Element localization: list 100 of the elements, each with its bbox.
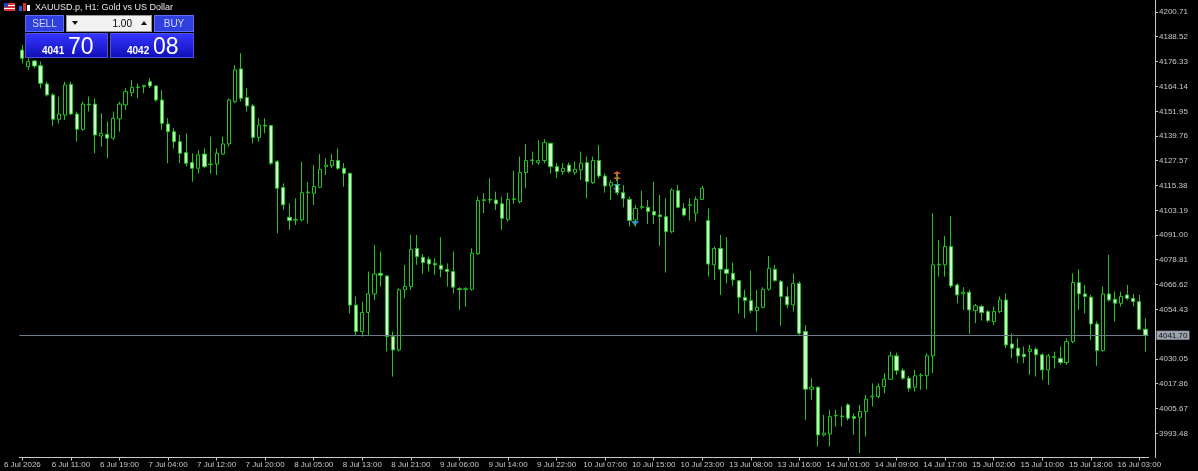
candlestick	[445, 262, 449, 288]
y-tick-label: 4127.57	[1159, 156, 1189, 166]
x-tick-label: 6 Jul 19:00	[99, 460, 140, 469]
y-tick-label: 4005.67	[1159, 403, 1189, 413]
candlestick	[1119, 291, 1123, 307]
candlestick	[700, 185, 704, 201]
candlestick	[737, 279, 741, 314]
candlestick	[694, 196, 698, 223]
candlestick	[227, 97, 231, 148]
x-tick-label: 15 Jul 18:00	[1069, 460, 1114, 469]
candlestick	[111, 111, 115, 141]
candlestick	[998, 296, 1002, 314]
x-tick-label: 13 Jul 08:00	[729, 460, 774, 469]
candlestick	[239, 52, 243, 103]
buy-button: BUY	[154, 15, 194, 32]
candlestick	[178, 134, 182, 164]
candlestick	[1125, 284, 1129, 301]
candlestick	[1040, 352, 1044, 381]
candlestick	[670, 187, 674, 234]
candlestick	[925, 352, 929, 390]
y-tick-label: 4091.00	[1159, 230, 1189, 240]
candlestick	[652, 181, 656, 225]
candlestick	[415, 234, 419, 266]
candlestick	[439, 236, 443, 278]
candlestick	[403, 264, 407, 299]
x-tick-label: 8 Jul 05:00	[294, 460, 334, 469]
candlestick	[409, 234, 413, 291]
candlestick	[130, 79, 134, 98]
candlestick	[1077, 268, 1081, 311]
candlestick	[955, 282, 959, 304]
candlestick	[451, 251, 455, 294]
candlestick	[864, 394, 868, 438]
x-tick-label: 7 Jul 12:00	[197, 460, 237, 469]
candlestick	[761, 286, 765, 309]
candlestick	[160, 89, 164, 131]
candlestick	[1107, 254, 1111, 303]
candlestick	[992, 305, 996, 326]
candlestick	[524, 143, 528, 189]
y-tick-label: 4030.05	[1159, 354, 1189, 364]
candlestick	[822, 414, 826, 438]
candlestick	[63, 81, 67, 121]
x-tick-label: 15 Jul 02:00	[971, 460, 1017, 469]
candlestick	[306, 181, 310, 224]
candlestick	[312, 164, 316, 206]
candlestick	[1034, 346, 1038, 378]
x-tick-label: 8 Jul 21:00	[391, 460, 431, 469]
candlestick	[591, 156, 595, 185]
candlestick	[330, 153, 334, 169]
candlestick	[907, 375, 911, 393]
candlestick	[1143, 317, 1148, 353]
candlestick	[1016, 337, 1020, 364]
buy-price-button: 4042 08	[110, 33, 194, 58]
candlestick	[336, 147, 340, 171]
candlestick	[275, 159, 279, 234]
y-tick-label: 3993.48	[1159, 428, 1189, 438]
candlestick	[828, 409, 832, 448]
candlestick	[324, 157, 328, 176]
ref-line-label: 4041.70	[1158, 330, 1188, 340]
sell-price-button: 4041 70	[25, 33, 108, 58]
candlestick	[779, 279, 783, 327]
candlestick	[196, 149, 200, 174]
candlestick	[561, 162, 565, 176]
candlestick	[773, 264, 777, 282]
candlestick	[1113, 291, 1117, 323]
y-tick-label: 4054.43	[1159, 304, 1189, 314]
candlestick	[731, 262, 735, 287]
candlestick	[75, 111, 79, 143]
candlestick	[1089, 294, 1093, 341]
y-tick-label: 4200.71	[1159, 7, 1189, 17]
lot-field: 1.00	[66, 15, 152, 32]
candlestick	[190, 152, 194, 183]
y-tick-label: 4188.52	[1159, 32, 1189, 42]
candlestick	[215, 147, 219, 176]
candlestick	[360, 301, 364, 338]
annotation: 08	[153, 33, 179, 59]
candlestick	[476, 196, 480, 256]
candlestick	[45, 81, 49, 98]
y-tick-label: 4066.62	[1159, 280, 1189, 289]
candlestick	[876, 382, 880, 399]
candlestick	[816, 386, 820, 448]
x-tick-label: 7 Jul 04:00	[148, 460, 189, 469]
candlestick	[712, 246, 716, 281]
x-tick-label: 13 Jul 16:00	[777, 460, 822, 469]
candlestick	[233, 64, 237, 104]
candlestick	[846, 402, 850, 422]
candlestick	[919, 372, 923, 391]
x-tick-label: 10 Jul 07:00	[583, 460, 628, 469]
x-tick-label: 10 Jul 15:00	[631, 460, 677, 469]
candlestick	[961, 286, 965, 311]
candlestick	[913, 369, 917, 393]
annotation: 70	[68, 33, 94, 59]
candlestick	[585, 156, 589, 199]
candlestick	[646, 199, 650, 225]
candlestick	[749, 270, 753, 314]
candlestick	[791, 272, 795, 313]
candlestick	[834, 409, 838, 428]
candlestick	[93, 97, 97, 154]
candlestick	[852, 412, 856, 436]
candlestick	[184, 132, 188, 168]
candlestick	[20, 44, 24, 64]
